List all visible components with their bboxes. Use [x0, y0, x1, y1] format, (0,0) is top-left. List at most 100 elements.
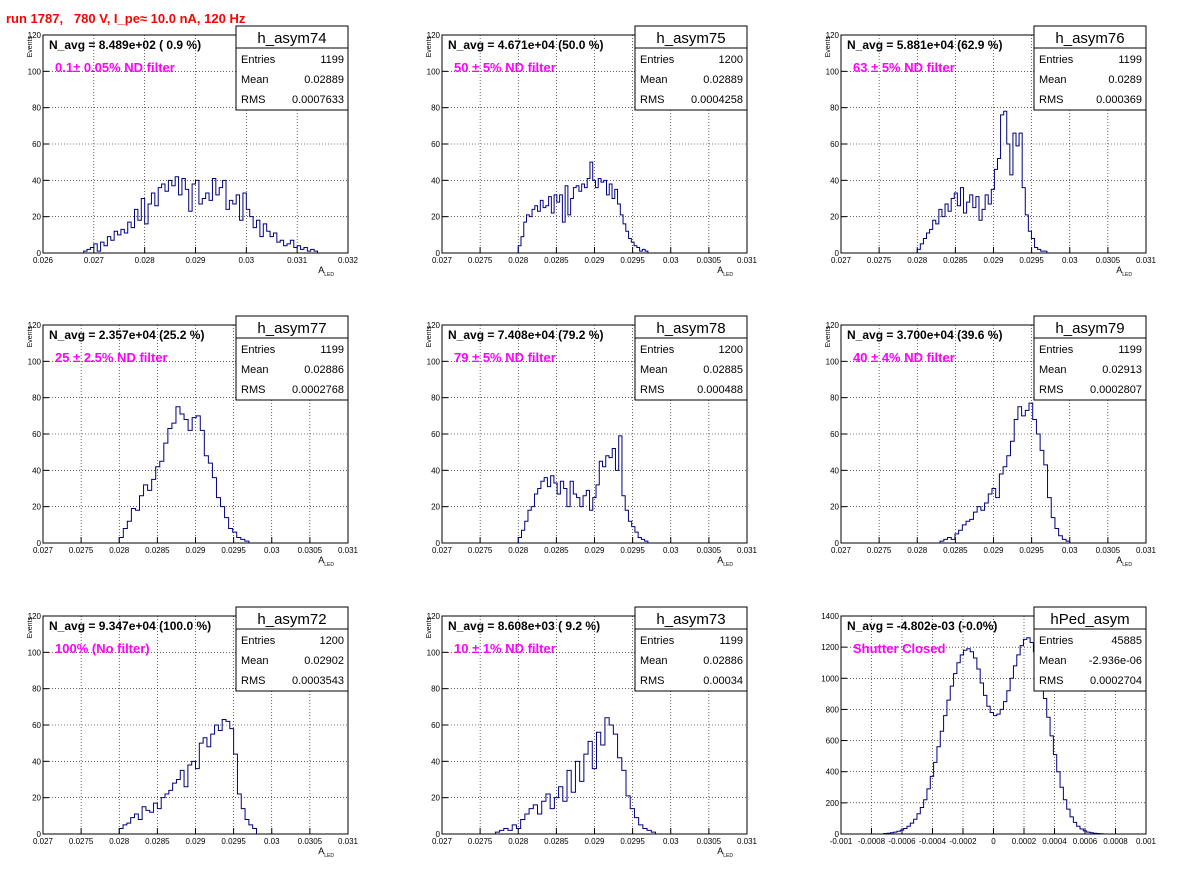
filter-label: 10 ± 1% ND filter: [454, 641, 556, 656]
y-tick-label: 1200: [821, 643, 839, 652]
histogram-series: [118, 719, 257, 834]
y-tick-label: 60: [431, 430, 440, 439]
y-axis-title: Events: [426, 617, 433, 639]
x-tick-label: 0.0305: [1096, 256, 1121, 265]
y-tick-label: 200: [826, 799, 840, 808]
x-tick-label: 0.0305: [298, 546, 323, 555]
y-tick-label: 60: [431, 721, 440, 730]
x-axis-title: ALED: [318, 555, 334, 568]
histogram-name: h_asym73: [656, 611, 725, 628]
y-tick-label: 100: [28, 67, 42, 76]
y-tick-label: 800: [826, 705, 840, 714]
x-tick-label: 0.027: [432, 256, 453, 265]
stats-box: [1033, 606, 1147, 692]
stats-value: 1199: [719, 635, 743, 647]
filter-label: 100% (No filter): [55, 641, 150, 656]
x-tick-label: 0.027: [831, 546, 852, 555]
stats-box: [1033, 25, 1147, 111]
x-tick-label: 0.027: [33, 837, 54, 846]
y-tick-label: 0: [835, 830, 840, 839]
x-tick-label: -0.0002: [949, 837, 977, 846]
y-tick-label: 80: [32, 104, 41, 113]
stats-box: [634, 25, 748, 111]
y-axis-title: Events: [27, 617, 34, 639]
stats-value: 1200: [320, 635, 344, 647]
x-axis-title: ALED: [1116, 555, 1132, 568]
stats-label: Mean: [241, 655, 269, 667]
stats-value: 0.0002807: [1090, 384, 1142, 396]
y-tick-label: 1400: [821, 612, 839, 621]
y-tick-label: 100: [427, 357, 441, 366]
y-tick-label: 40: [431, 176, 440, 185]
x-tick-label: 0.029: [584, 837, 605, 846]
x-tick-label: 0.027: [432, 837, 453, 846]
x-tick-label: 0.027: [84, 256, 105, 265]
histogram-name: h_asym72: [257, 611, 326, 628]
stats-label: Mean: [241, 364, 269, 376]
y-tick-label: 80: [431, 104, 440, 113]
stats-value: 0.000488: [697, 384, 743, 396]
y-tick-label: 20: [32, 503, 41, 512]
y-tick-label: 20: [32, 213, 41, 222]
x-tick-label: 0.028: [109, 837, 130, 846]
x-tick-label: 0.028: [109, 546, 130, 555]
y-tick-label: 0: [436, 539, 441, 548]
x-tick-label: 0.028: [508, 837, 529, 846]
x-tick-label: -0.0004: [919, 837, 947, 846]
y-tick-label: 0: [37, 539, 42, 548]
stats-box: [634, 606, 748, 692]
stats-value: 1199: [320, 344, 344, 356]
x-tick-label: 0.028: [508, 256, 529, 265]
y-tick-label: 20: [431, 213, 440, 222]
y-tick-label: 20: [32, 794, 41, 803]
x-tick-label: 0.0275: [468, 837, 493, 846]
x-tick-label: 0.031: [737, 546, 758, 555]
histogram-name: h_asym76: [1055, 30, 1124, 47]
x-tick-label: 0.0295: [620, 256, 645, 265]
y-axis-title: Events: [426, 326, 433, 348]
y-tick-label: 40: [32, 176, 41, 185]
navg-label: N_avg = 3.700e+04 (39.6 %): [847, 328, 1002, 342]
x-tick-label: 0.028: [907, 256, 928, 265]
y-tick-label: 80: [32, 394, 41, 403]
stats-value: 1200: [719, 54, 743, 66]
y-tick-label: 0: [37, 249, 42, 258]
y-tick-label: 40: [431, 466, 440, 475]
x-axis-title: ALED: [318, 846, 334, 859]
x-axis-title: ALED: [717, 846, 733, 859]
x-tick-label: 0.028: [508, 546, 529, 555]
x-tick-label: 0.0275: [867, 256, 892, 265]
x-tick-label: 0.0285: [544, 546, 569, 555]
stats-label: Mean: [1039, 655, 1067, 667]
y-tick-label: 0: [436, 830, 441, 839]
histogram-name: h_asym77: [257, 320, 326, 337]
stats-value: 0.0002704: [1090, 675, 1142, 687]
filter-label: 50 ± 5% ND filter: [454, 60, 556, 75]
y-axis-title: Events: [27, 326, 34, 348]
y-tick-label: 120: [28, 31, 42, 40]
x-tick-label: 0.026: [33, 256, 54, 265]
stats-box: [634, 315, 748, 401]
stats-label: Mean: [1039, 364, 1067, 376]
histogram-name: h_asym79: [1055, 320, 1124, 337]
stats-value: 0.0004258: [691, 94, 743, 106]
x-axis-title: ALED: [318, 265, 334, 278]
histogram-series: [517, 161, 649, 253]
x-tick-label: 0.0275: [468, 546, 493, 555]
x-tick-label: 0.031: [1136, 256, 1157, 265]
x-tick-label: 0.029: [584, 256, 605, 265]
y-tick-label: 100: [28, 357, 42, 366]
histogram-panel: 0.027 0.0275 0.028 0.0285 0.029 0.0295 0.03 0.0…: [27, 606, 359, 859]
y-tick-label: 0: [436, 249, 441, 258]
y-tick-label: 40: [830, 466, 839, 475]
x-tick-label: 0.03: [663, 837, 679, 846]
stats-label: RMS: [640, 384, 664, 396]
x-tick-label: 0.029: [185, 837, 206, 846]
x-tick-label: -0.0008: [858, 837, 886, 846]
y-tick-label: 120: [427, 321, 441, 330]
x-tick-label: -0.001: [830, 837, 853, 846]
stats-value: 0.0007633: [292, 94, 344, 106]
x-tick-label: 0.029: [185, 546, 206, 555]
y-tick-label: 40: [830, 176, 839, 185]
stats-label: Entries: [640, 54, 675, 66]
